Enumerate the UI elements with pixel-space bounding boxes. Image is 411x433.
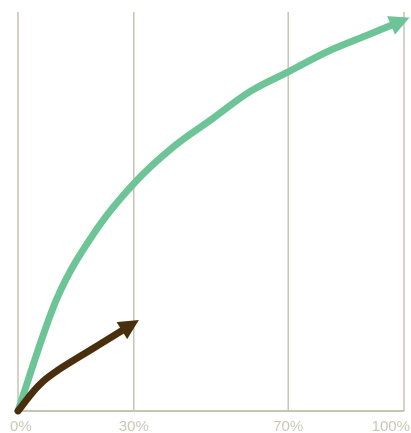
series-1 bbox=[14, 320, 139, 415]
series-1-arrowhead bbox=[116, 320, 139, 340]
x-tick-label-2: 70% bbox=[273, 418, 303, 433]
series-0-arrowhead bbox=[387, 16, 410, 35]
x-tick-label-1: 30% bbox=[119, 418, 149, 433]
x-tick-label-0: 0% bbox=[10, 418, 32, 433]
x-tick-label-3: 100% bbox=[372, 418, 410, 433]
series-layer bbox=[14, 16, 410, 415]
series-1-line bbox=[14, 327, 126, 415]
series-0 bbox=[14, 16, 410, 415]
x-tick-labels: 0% 30% 70% 100% bbox=[10, 418, 410, 433]
grid-layer bbox=[14, 12, 405, 412]
series-0-line bbox=[14, 21, 395, 415]
